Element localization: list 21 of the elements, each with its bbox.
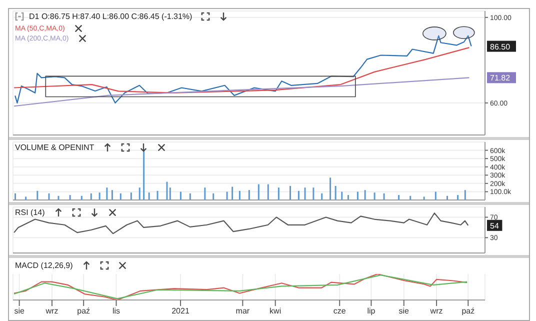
x-tick-label: lis bbox=[112, 306, 120, 316]
chart-title: RSI (14) bbox=[15, 208, 45, 217]
line-series bbox=[14, 77, 470, 107]
x-tick-label: paź bbox=[77, 306, 90, 316]
x-tick-label: sie bbox=[398, 306, 410, 316]
x-tick-label: lip bbox=[367, 306, 376, 316]
chart-title: D1 O:86.75 H:87.40 L:86.00 C:86.45 (-1.31%) bbox=[29, 12, 192, 21]
chart-title: VOLUME & OPENINT bbox=[15, 143, 94, 152]
line-series bbox=[14, 47, 470, 94]
x-tick-label: cze bbox=[333, 306, 346, 316]
annotation: 71.82 bbox=[490, 74, 511, 83]
annotation: 54 bbox=[490, 221, 500, 230]
annotation: 86.50 bbox=[490, 42, 511, 52]
x-tick-label: sie bbox=[14, 306, 25, 316]
x-tick-label: 2021 bbox=[172, 306, 190, 316]
chart-title: MACD (12,26,9) bbox=[15, 261, 73, 270]
x-tick-label: wrz bbox=[44, 306, 58, 316]
x-tick-label: kwi bbox=[270, 306, 282, 316]
x-tick-label: wrz bbox=[429, 306, 443, 316]
x-tick-label: mar bbox=[236, 306, 250, 316]
x-tick-label: paź bbox=[462, 306, 475, 316]
